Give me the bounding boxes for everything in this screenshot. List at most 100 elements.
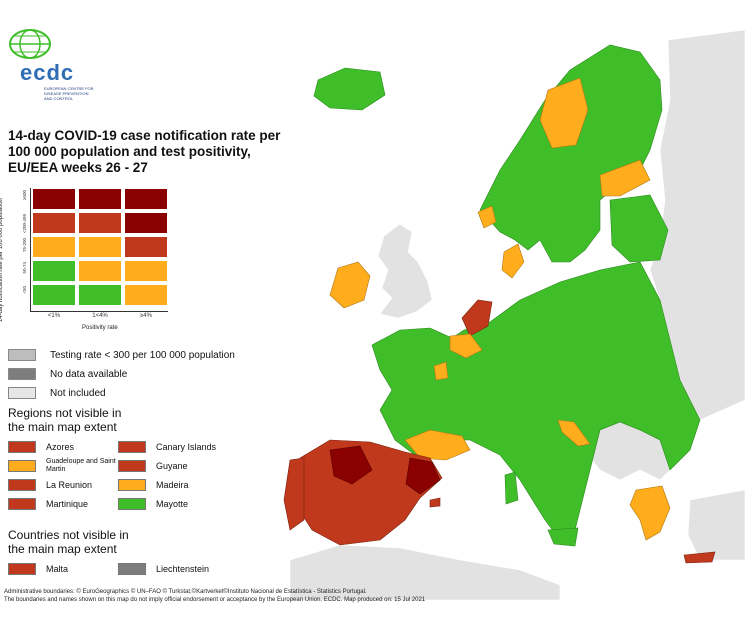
region-swatch — [118, 498, 146, 510]
country-label: Malta — [46, 564, 69, 574]
region-label: Mayotte — [156, 499, 189, 509]
land-turkey — [687, 489, 745, 561]
matrix-x-tick: ≥4% — [140, 313, 152, 319]
region-label: Canary Islands — [156, 442, 217, 452]
matrix-cell — [124, 236, 168, 258]
region-mayotte: Mayotte — [118, 497, 188, 511]
land-uk — [377, 223, 433, 319]
legend-label: No data available — [50, 368, 128, 380]
region-guadeloupe: Guadeloupe and Saint Martin — [8, 458, 116, 473]
region-swatch — [8, 460, 36, 472]
region-swatch — [118, 460, 146, 472]
country-liechtenstein: Liechtenstein — [118, 562, 209, 576]
country-swatch — [118, 563, 146, 575]
land-netherlands — [461, 299, 493, 337]
matrix-x-axis-title: Positivity rate — [82, 325, 118, 331]
country-swatch — [8, 563, 36, 575]
land-spain-darkred — [329, 445, 373, 485]
matrix-x-axis — [30, 311, 168, 312]
region-swatch — [118, 479, 146, 491]
matrix-cell — [78, 284, 122, 306]
region-label: Azores — [46, 442, 75, 452]
footer-line-2: The boundaries and names shown on this m… — [4, 597, 426, 603]
land-france-orange — [433, 361, 449, 381]
country-label: Liechtenstein — [156, 564, 210, 574]
region-la-reunion: La Reunion — [8, 478, 92, 492]
matrix-cell — [32, 236, 76, 258]
region-swatch — [8, 479, 36, 491]
legend-swatch — [8, 349, 36, 361]
matrix-x-tick: <1% — [47, 313, 61, 319]
legend-not-included: Not included — [8, 386, 106, 400]
matrix-y-axis — [30, 188, 31, 312]
map-title: 14-day COVID-19 case notification rate p… — [8, 128, 281, 175]
logo-text: ecdc — [20, 60, 75, 85]
region-label: Guadeloupe and Saint Martin — [46, 458, 116, 473]
regions-title: Regions not visible in the main map exte… — [8, 406, 122, 434]
land-north-africa — [289, 544, 561, 601]
land-belgium — [449, 333, 483, 359]
matrix-cell — [78, 212, 122, 234]
matrix-cell — [124, 188, 168, 210]
matrix-cell — [124, 260, 168, 282]
matrix-y-tick: ≥500 — [22, 190, 27, 200]
land-balearic — [429, 497, 441, 508]
map-footer: Administrative boundaries: © EuroGeograp… — [4, 588, 604, 604]
matrix-cell — [32, 212, 76, 234]
region-label: La Reunion — [46, 480, 93, 490]
matrix-cell — [78, 236, 122, 258]
region-canary-islands: Canary Islands — [118, 440, 216, 454]
matrix-y-tick: <50 — [22, 286, 27, 294]
region-madeira: Madeira — [118, 478, 189, 492]
legend-no-data: No data available — [8, 367, 127, 381]
land-denmark — [501, 243, 525, 279]
region-label: Guyane — [156, 461, 188, 471]
legend-label: Testing rate < 300 per 100 000 populatio… — [50, 349, 235, 361]
land-crete — [683, 551, 716, 564]
matrix-y-tick: <200-499 — [22, 214, 27, 234]
land-baltics — [609, 194, 669, 263]
land-sicily — [547, 527, 579, 547]
land-greece — [629, 485, 671, 541]
land-croatia — [557, 419, 591, 447]
matrix-cell — [124, 212, 168, 234]
globe-icon — [9, 29, 51, 59]
region-swatch — [8, 441, 36, 453]
footer-line-1: Administrative boundaries: © EuroGeograp… — [4, 589, 367, 595]
matrix-y-tick: 75-200 — [22, 238, 27, 253]
land-ireland — [329, 261, 371, 309]
region-swatch — [118, 441, 146, 453]
region-azores: Azores — [8, 440, 74, 454]
matrix-cell — [32, 284, 76, 306]
land-iceland — [313, 67, 386, 111]
region-martinique: Martinique — [8, 497, 88, 511]
positivity-matrix — [32, 188, 170, 310]
legend-label: Not included — [50, 387, 106, 399]
matrix-cell — [78, 260, 122, 282]
countries-title: Countries not visible in the main map ex… — [8, 528, 129, 556]
land-norway-south-orange — [477, 205, 497, 229]
matrix-y-tick: 50-74 — [22, 262, 27, 274]
region-swatch — [8, 498, 36, 510]
matrix-cell — [32, 188, 76, 210]
matrix-cell — [124, 284, 168, 306]
matrix-y-axis-title: 14-day notification rate per 100 000 pop… — [0, 198, 4, 322]
land-catalonia-darkred — [405, 457, 441, 495]
land-sardinia — [504, 471, 519, 505]
legend-swatch — [8, 387, 36, 399]
land-norway-orange — [539, 77, 589, 149]
region-label: Madeira — [156, 480, 189, 490]
legend-swatch — [8, 368, 36, 380]
land-finland-orange — [599, 159, 651, 197]
region-label: Martinique — [46, 499, 89, 509]
region-guyane: Guyane — [118, 459, 188, 473]
matrix-cell — [78, 188, 122, 210]
matrix-cell — [32, 260, 76, 282]
land-portugal — [283, 457, 305, 531]
legend-testing-rate: Testing rate < 300 per 100 000 populatio… — [8, 348, 235, 362]
matrix-x-tick: 1<4% — [92, 313, 108, 319]
ecdc-logo — [8, 28, 98, 98]
logo-subtitle: EUROPEAN CENTRE FOR DISEASE PREVENTION A… — [44, 86, 94, 101]
country-malta: Malta — [8, 562, 68, 576]
